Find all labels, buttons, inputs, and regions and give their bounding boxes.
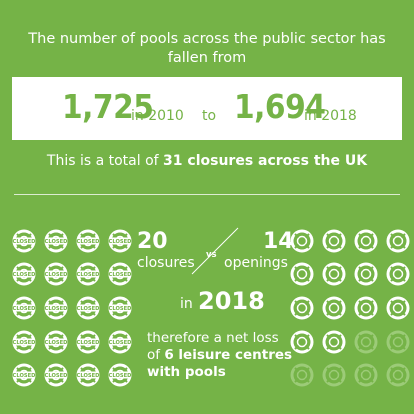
conclusion-line-3: with pools <box>147 364 297 381</box>
svg-text:CLOSED: CLOSED <box>109 373 132 379</box>
svg-text:CLOSED: CLOSED <box>77 272 100 278</box>
opening-lifebuoy-icon <box>354 296 378 320</box>
closed-lifebuoy-icon: CLOSED <box>12 363 36 387</box>
year-value: 2018 <box>198 287 265 315</box>
total-prefix: This is a total of <box>46 153 159 169</box>
conclusion-line-1: therefore a net loss <box>147 330 279 346</box>
closed-lifebuoy-icon: CLOSED <box>44 296 68 320</box>
closed-lifebuoy-icon: CLOSED <box>76 330 100 354</box>
total-highlight: 31 closures across the UK <box>163 153 368 169</box>
conclusion-line-2-prefix: of <box>147 347 161 363</box>
opening-lifebuoy-icon <box>386 296 410 320</box>
conclusion-line-3-bold: with pools <box>147 364 226 380</box>
opening-lifebuoy-icon <box>290 330 314 354</box>
in-label: in <box>180 296 193 312</box>
total-closures: This is a total of 31 closures across th… <box>0 153 414 169</box>
faded-lifebuoy-icon <box>386 363 410 387</box>
svg-text:CLOSED: CLOSED <box>13 306 36 312</box>
opening-lifebuoy-icon <box>322 296 346 320</box>
closed-lifebuoy-icon: CLOSED <box>12 229 36 253</box>
svg-text:CLOSED: CLOSED <box>13 239 36 245</box>
closed-lifebuoy-icon: CLOSED <box>108 330 132 354</box>
closures-label: closures <box>137 255 195 271</box>
openings-label: openings <box>224 255 288 271</box>
svg-text:CLOSED: CLOSED <box>77 306 100 312</box>
closed-lifebuoy-icon: CLOSED <box>44 330 68 354</box>
conclusion-line-2: of 6 leisure centres <box>147 347 297 364</box>
conclusion: therefore a net loss of 6 leisure centre… <box>147 330 297 381</box>
closed-lifebuoy-icon: CLOSED <box>44 363 68 387</box>
closed-lifebuoy-icon: CLOSED <box>44 262 68 286</box>
from-value: 1,725 <box>62 87 154 126</box>
faded-lifebuoy-icon <box>354 363 378 387</box>
vs-divider-line <box>191 227 239 275</box>
closed-lifebuoy-icon: CLOSED <box>108 262 132 286</box>
closed-lifebuoy-icon: CLOSED <box>76 229 100 253</box>
svg-text:CLOSED: CLOSED <box>45 306 68 312</box>
svg-text:CLOSED: CLOSED <box>77 373 100 379</box>
svg-text:CLOSED: CLOSED <box>13 272 36 278</box>
closed-lifebuoy-icon: CLOSED <box>108 229 132 253</box>
opening-lifebuoy-icon <box>322 262 346 286</box>
opening-lifebuoy-icon <box>354 262 378 286</box>
faded-lifebuoy-icon <box>322 363 346 387</box>
vs-label: vs <box>206 250 217 260</box>
svg-text:CLOSED: CLOSED <box>45 272 68 278</box>
closed-lifebuoy-icon: CLOSED <box>108 363 132 387</box>
faded-lifebuoy-icon <box>386 330 410 354</box>
faded-lifebuoy-icon <box>354 330 378 354</box>
to-value: 1,694 <box>234 87 326 126</box>
headline-line-1: The number of pools across the public se… <box>28 31 386 47</box>
svg-text:CLOSED: CLOSED <box>45 340 68 346</box>
closed-lifebuoy-icon: CLOSED <box>44 229 68 253</box>
opening-lifebuoy-icon <box>290 296 314 320</box>
from-year: in 2010 <box>131 108 184 124</box>
opening-lifebuoy-icon <box>290 229 314 253</box>
faded-lifebuoy-icon <box>290 363 314 387</box>
to-year: in 2018 <box>304 108 357 124</box>
opening-lifebuoy-icon <box>354 229 378 253</box>
svg-text:CLOSED: CLOSED <box>45 239 68 245</box>
svg-text:CLOSED: CLOSED <box>109 340 132 346</box>
openings-count: 14 <box>263 229 294 254</box>
closed-lifebuoy-icon: CLOSED <box>76 262 100 286</box>
svg-text:CLOSED: CLOSED <box>109 239 132 245</box>
svg-text:CLOSED: CLOSED <box>77 340 100 346</box>
svg-text:CLOSED: CLOSED <box>109 272 132 278</box>
closures-count: 20 <box>137 229 168 254</box>
closed-lifebuoy-icon: CLOSED <box>12 330 36 354</box>
opening-lifebuoy-icon <box>386 229 410 253</box>
comparison-panel: 1,725 in 2010 to 1,694 in 2018 <box>12 77 402 140</box>
svg-text:CLOSED: CLOSED <box>45 373 68 379</box>
conclusion-line-2-bold: 6 leisure centres <box>164 347 293 363</box>
opening-lifebuoy-icon <box>322 229 346 253</box>
svg-text:CLOSED: CLOSED <box>13 340 36 346</box>
svg-text:CLOSED: CLOSED <box>13 373 36 379</box>
closed-lifebuoy-icon: CLOSED <box>12 296 36 320</box>
closed-lifebuoy-icon: CLOSED <box>12 262 36 286</box>
closed-lifebuoy-icon: CLOSED <box>108 296 132 320</box>
svg-text:CLOSED: CLOSED <box>77 239 100 245</box>
svg-text:CLOSED: CLOSED <box>109 306 132 312</box>
headline-line-2: fallen from <box>167 50 247 66</box>
closed-lifebuoy-icon: CLOSED <box>76 296 100 320</box>
opening-lifebuoy-icon <box>290 262 314 286</box>
closed-lifebuoy-icon: CLOSED <box>76 363 100 387</box>
opening-lifebuoy-icon <box>386 262 410 286</box>
divider <box>14 194 400 195</box>
connector-to: to <box>202 108 217 124</box>
headline: The number of pools across the public se… <box>0 30 414 68</box>
opening-lifebuoy-icon <box>322 330 346 354</box>
